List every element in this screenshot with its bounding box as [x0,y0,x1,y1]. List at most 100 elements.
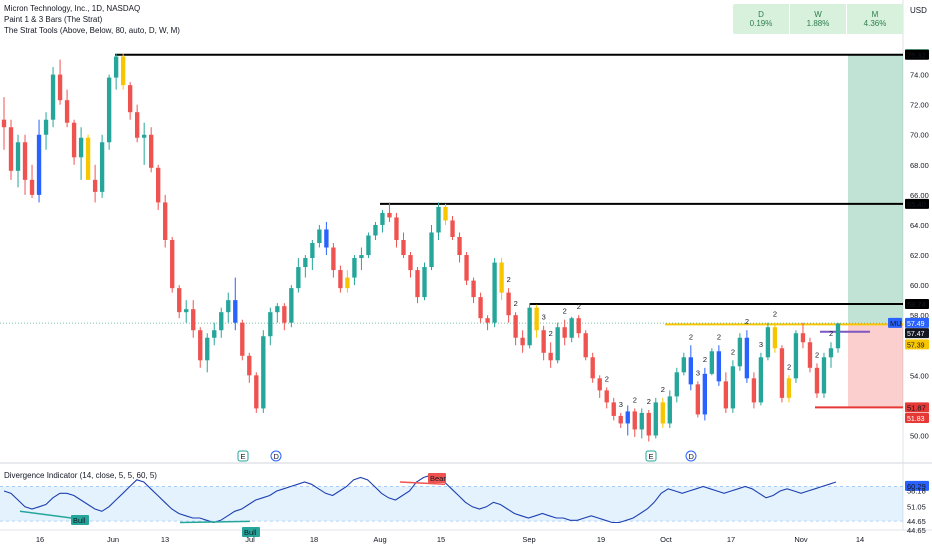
candle-body [120,56,126,86]
price-tick-label: 74.00 [910,71,929,80]
candle-body [457,236,462,256]
candle-body [359,255,364,259]
candle-body [296,267,301,289]
candle-body [380,212,385,225]
candle-body [667,396,672,424]
candle-body [191,309,196,331]
time-tick-label: Jul [245,535,255,544]
candle-body [324,229,329,248]
candle-body [590,357,595,379]
candle-body [64,100,70,123]
candle-body [583,333,588,358]
divergence-label-bg [242,527,260,537]
candle-body [534,307,539,331]
level-tag-label: 51.87 [907,403,926,412]
candle-body [422,267,427,298]
candle-body [22,142,28,180]
candle-body [261,336,266,409]
candle-body [92,179,98,192]
candle-body [443,206,448,221]
candle-body [71,122,77,158]
strat-cell-week: W 1.88% [790,4,847,34]
time-tick-label: 17 [727,535,735,544]
bear-divergence-line [399,481,446,485]
candle-body [310,243,315,259]
strat-scenario-number: 2 [514,299,518,308]
candle-body [786,378,792,398]
candle-body [520,337,525,346]
candle-body [317,229,322,244]
candle-body [226,300,231,313]
price-tag-label: 57.49 [907,321,925,328]
candle-body [205,337,210,361]
candle-body [639,412,644,430]
price-tag-label: 57.47 [907,331,925,338]
candle-body [688,357,693,385]
candle-body [716,351,722,382]
candle-body [141,134,147,138]
candle-body [106,77,112,143]
bull-divergence-line [179,520,251,524]
strat-timeframe-table: D 0.19% W 1.88% M 4.36% [733,4,903,34]
price-tick-label: 54.00 [910,371,929,380]
strat-scenario-number: 2 [549,329,553,338]
strat-cell-label: M [871,10,879,19]
price-tick-label: 50.00 [910,431,929,440]
strat-cell-value: 4.36% [863,19,887,28]
divergence-band [0,486,903,522]
earnings-marker [645,450,657,462]
time-tick-label: Jun [107,535,119,544]
candle-body [597,378,602,391]
strat-cell-value: 1.88% [806,19,830,28]
candle-body [772,327,778,349]
level-tag-label: 75.32 [907,51,926,60]
candle-body [233,300,238,323]
currency-label: USD [910,6,927,15]
strat-scenario-number: 2 [689,332,693,341]
divergence-tick-label: 51.05 [907,503,926,512]
candle-body [730,366,736,409]
event-marker-label: E [241,452,246,461]
event-marker-label: D [689,452,695,461]
strat-scenario-number: 3 [542,313,546,322]
time-tick-label: 13 [161,535,169,544]
price-axis-tag: 57.47 [905,328,929,339]
candle-body [303,258,308,268]
candle-body [562,327,567,338]
divergence-tick-label: 44.65 [907,517,926,526]
candle-body [352,258,357,278]
time-tick-label: Nov [794,535,808,544]
candle-body [709,351,715,374]
strat-scenario-number: 2 [829,329,833,338]
ticker-tag-bg [888,317,902,328]
candle-body [331,247,336,271]
candle-body [527,307,532,346]
candle-body [387,212,392,218]
paint-bars-indicator-label: Paint 1 & 3 Bars (The Strat) [4,15,103,24]
strat-scenario-number: 3 [619,400,623,409]
earnings-marker [237,450,249,462]
candle-body [604,390,609,403]
candle-body [506,292,511,316]
strat-scenario-number: 2 [563,307,567,316]
strat-cell-label: W [814,10,822,19]
time-tick-label: Oct [660,535,673,544]
price-tag-bg [905,317,929,328]
candle-body [471,280,476,298]
strat-scenario-number: 2 [731,347,735,356]
candle-body [149,134,154,168]
candle-body [765,327,771,358]
divergence-label: Bear [430,474,446,483]
candle-body [548,352,553,361]
divergence-label-bg [428,473,446,483]
price-tag-bg [905,328,929,339]
candle-body [212,330,217,338]
strat-cell-label: D [758,10,764,19]
candle-body [674,372,679,397]
candle-body [43,119,49,135]
chart-title: Micron Technology, Inc., 1D, NASDAQ [4,4,141,13]
candle-body [15,142,21,171]
time-tick-label: 19 [597,535,605,544]
candle-body [198,330,203,361]
